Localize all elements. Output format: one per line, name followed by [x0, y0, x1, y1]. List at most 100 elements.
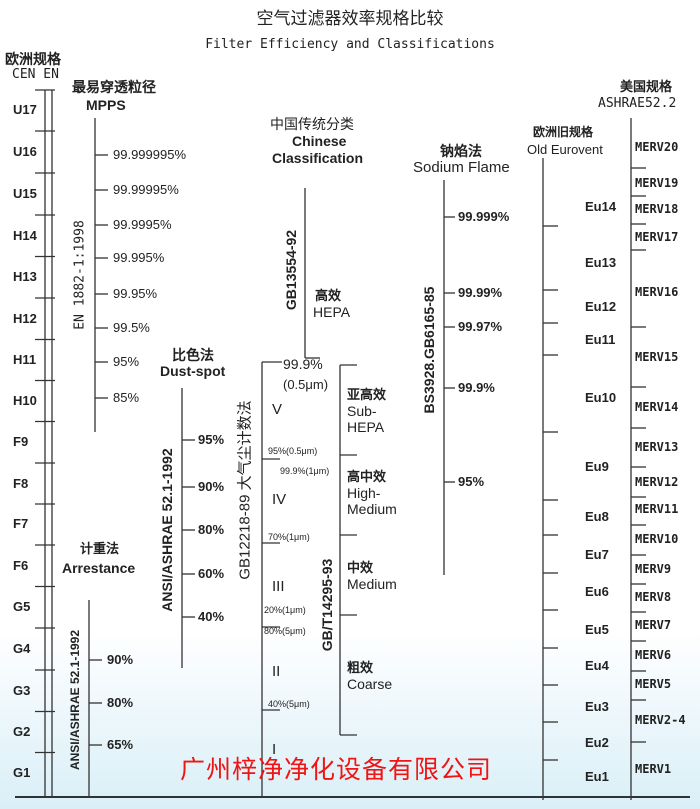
cen-class: H13 [13, 269, 37, 284]
eurovent-class: Eu7 [585, 547, 609, 562]
grade: III [272, 578, 285, 595]
eurovent-class: Eu10 [585, 390, 617, 405]
title-zh: 空气过滤器效率规格比较 [256, 9, 444, 28]
arrestance-value: 90% [107, 652, 134, 667]
cen-class: H14 [13, 228, 37, 243]
ashrae-class: MERV17 [635, 230, 679, 244]
dust-spot-value: 90% [198, 479, 225, 494]
arrestance-title-en: Arrestance [62, 560, 136, 576]
company-name: 广州梓净净化设备有限公司 [180, 755, 493, 784]
dust-spot-value: 60% [198, 566, 225, 581]
cen-class: G4 [13, 641, 31, 656]
eurovent-class: Eu9 [585, 459, 609, 474]
class-en: High- [347, 485, 381, 501]
sodium-value: 95% [458, 474, 485, 489]
eurovent-class: Eu4 [585, 658, 609, 673]
ashrae-class: MERV20 [635, 140, 679, 154]
ashrae-class: MERV1 [635, 762, 672, 776]
hepa-zh: 高效 [315, 288, 342, 303]
sodium-title-en: Sodium Flame [413, 159, 510, 176]
arrestance-title-zh: 计重法 [80, 541, 120, 556]
ashrae-class: MERV5 [635, 677, 672, 691]
cen-class: U16 [13, 144, 37, 159]
cen-class: G5 [13, 599, 31, 614]
count-mark: 70%(1μm) [268, 532, 310, 542]
eurovent-class: Eu8 [585, 509, 609, 524]
ashrae-class: MERV10 [635, 532, 679, 546]
cen-title-zh: 欧洲规格 [5, 51, 61, 67]
eurovent-class: Eu14 [585, 199, 617, 214]
cen-class: H11 [13, 352, 37, 367]
mpps-value: 85% [113, 390, 140, 405]
ashrae-class: MERV2-4 [635, 713, 686, 727]
class-en: HEPA [347, 419, 385, 435]
sodium-value: 99.99% [458, 285, 503, 300]
class-en: Medium [347, 501, 397, 517]
ashrae-class: MERV14 [635, 400, 679, 414]
mpps-title-en: MPPS [86, 97, 126, 113]
class-zh: 粗效 [347, 660, 374, 675]
class-en: Medium [347, 576, 397, 592]
arrestance-value: 65% [107, 737, 134, 752]
cen-title-en: CEN EN [12, 67, 59, 82]
count-standard: GB12218-89 大气尘计数法 [236, 400, 254, 580]
sodium-title-zh: 钠焰法 [440, 143, 482, 159]
arrestance-standard: ANSI/ASHRAE 52.1-1992 [68, 629, 82, 771]
mpps-value: 99.5% [113, 320, 150, 335]
hepa-standard: GB13554-92 [283, 229, 299, 311]
cen-class: H12 [13, 311, 37, 326]
class-zh: 亚高效 [347, 387, 387, 402]
eurovent-class: Eu1 [585, 769, 609, 784]
dust-spot-value: 95% [198, 432, 225, 447]
dust-spot-value: 80% [198, 522, 225, 537]
count-mark: 99.9%(1μm) [280, 466, 330, 476]
count-mark: 95%(0.5μm) [268, 446, 318, 456]
mpps-value: 99.999995% [113, 147, 187, 162]
grade: V [272, 401, 283, 418]
class-zh: 中效 [347, 560, 374, 575]
ashrae-class: MERV18 [635, 202, 679, 216]
eurovent-class: Eu5 [585, 622, 609, 637]
mpps-title-zh: 最易穿透粒径 [72, 79, 156, 95]
mpps-value: 99.99995% [113, 182, 179, 197]
grade: I [272, 741, 277, 758]
ashrae-class: MERV8 [635, 590, 672, 604]
class-en: Coarse [347, 676, 393, 692]
count-mark: 80%(5μm) [264, 626, 306, 636]
ashrae-class: MERV11 [635, 502, 679, 516]
grade: II [272, 663, 281, 680]
cen-class: G2 [13, 724, 31, 739]
ashrae-class: MERV9 [635, 562, 672, 576]
ashrae-class: MERV7 [635, 618, 672, 632]
ashrae-class: MERV6 [635, 648, 672, 662]
eurovent-class: Eu6 [585, 584, 609, 599]
title-en: Filter Efficiency and Classifications [205, 37, 495, 52]
cen-class: F9 [13, 434, 29, 449]
cen-class: U15 [13, 186, 37, 201]
mpps-value: 99.995% [113, 250, 165, 265]
sodium-value: 99.999% [458, 209, 510, 224]
eurovent-title-zh: 欧洲旧规格 [533, 125, 594, 139]
eurovent-class: Eu3 [585, 699, 609, 714]
ashrae-class: MERV19 [635, 176, 679, 190]
cen-class: F8 [13, 476, 29, 491]
class-standard: GB/T14295-93 [319, 558, 335, 652]
mpps-value: 99.95% [113, 286, 158, 301]
chinese-title-en: Chinese [292, 133, 347, 149]
sodium-standard: BS3928.GB6165-85 [421, 286, 437, 414]
class-en: Sub- [347, 403, 377, 419]
class-zh: 高中效 [347, 469, 387, 484]
eurovent-class: Eu13 [585, 255, 617, 270]
chinese-title-en: Classification [272, 150, 364, 166]
eurovent-class: Eu2 [585, 735, 609, 750]
count-mark: 20%(1μm) [264, 605, 306, 615]
mpps-value: 99.9995% [113, 217, 172, 232]
ashrae-class: MERV13 [635, 440, 679, 454]
cen-class: G3 [13, 683, 31, 698]
count-mark: 40%(5μm) [268, 699, 310, 709]
ashrae-class: MERV16 [635, 285, 679, 299]
mpps-standard: EN 1882-1:1998 [72, 220, 88, 330]
cen-class: G1 [13, 765, 31, 780]
sodium-value: 99.97% [458, 319, 503, 334]
